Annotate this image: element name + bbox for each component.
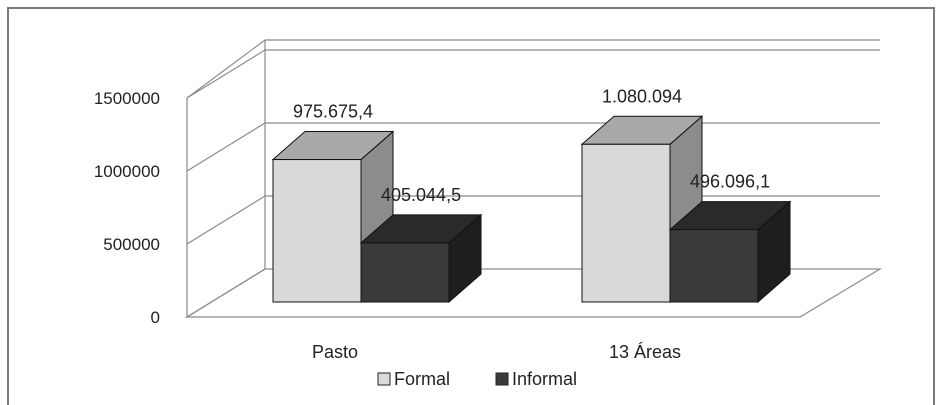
chart-frame	[7, 7, 935, 405]
bar-front	[669, 229, 759, 303]
y-tick-label: 0	[151, 308, 160, 327]
y-tick-label: 1500000	[94, 89, 160, 108]
gridline-side	[186, 122, 266, 172]
gridline-side	[186, 49, 266, 99]
y-axis-ticks: 0 500000 1000000 1500000	[94, 89, 160, 327]
category-label: 13 Áreas	[609, 342, 681, 362]
bar-front	[272, 159, 362, 303]
floor	[184, 268, 883, 318]
data-label: 1.080.094	[602, 86, 682, 106]
left-wall	[186, 40, 266, 319]
legend-item-formal: Formal	[377, 369, 450, 389]
data-label: 496.096,1	[690, 172, 770, 192]
bar-front	[581, 143, 671, 303]
bar-front	[360, 242, 450, 303]
data-label: 405.044,5	[381, 185, 461, 205]
data-label: 975.675,4	[293, 102, 373, 122]
category-label: Pasto	[312, 342, 358, 362]
legend-item-informal: Informal	[495, 369, 577, 389]
gridline-top-side	[186, 39, 266, 99]
legend-swatch	[495, 372, 509, 386]
legend-label: Informal	[512, 369, 577, 389]
bar-formal-2	[580, 115, 704, 304]
bars	[271, 115, 792, 304]
y-tick-label: 1000000	[94, 162, 160, 181]
bar-informal-1	[359, 213, 483, 304]
legend: Formal Informal	[377, 369, 577, 389]
legend-label: Formal	[394, 369, 450, 389]
legend-swatch	[377, 372, 391, 386]
data-labels: 975.675,4 405.044,5 1.080.094 496.096,1	[293, 86, 770, 205]
chart-walls	[184, 40, 883, 319]
y-tick-label: 500000	[103, 235, 160, 254]
x-axis-categories: Pasto 13 Áreas	[312, 342, 681, 362]
gridline-side	[186, 195, 266, 245]
bar-informal-2	[668, 200, 792, 304]
